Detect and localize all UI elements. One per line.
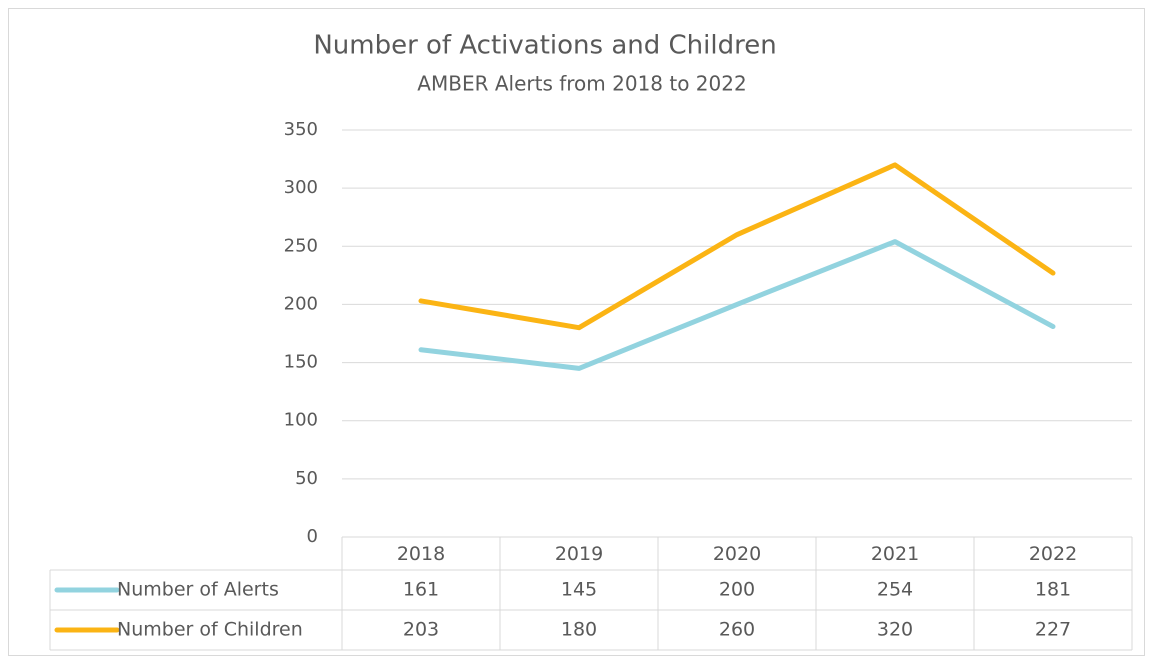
x-tick-label: 2022 bbox=[1029, 543, 1077, 565]
y-tick-label: 250 bbox=[284, 235, 318, 256]
table-value: 203 bbox=[403, 619, 439, 641]
table-value: 145 bbox=[561, 579, 597, 601]
legend-label: Number of Children bbox=[117, 619, 303, 641]
table-value: 161 bbox=[403, 579, 439, 601]
legend-label: Number of Alerts bbox=[117, 579, 279, 601]
y-tick-label: 350 bbox=[284, 119, 318, 140]
x-tick-label: 2018 bbox=[397, 543, 445, 565]
series-line bbox=[418, 239, 1056, 371]
chart-border bbox=[8, 8, 1145, 656]
y-tick-label: 50 bbox=[295, 468, 318, 489]
chart-title: Number of Activations and Children bbox=[313, 31, 776, 61]
table-value: 200 bbox=[719, 579, 755, 601]
table-value: 180 bbox=[561, 619, 597, 641]
table-value: 227 bbox=[1035, 619, 1071, 641]
x-tick-label: 2019 bbox=[555, 543, 603, 565]
y-tick-label: 100 bbox=[284, 410, 318, 431]
table-value: 260 bbox=[719, 619, 755, 641]
table-value: 254 bbox=[877, 579, 913, 601]
y-tick-label: 300 bbox=[284, 177, 318, 198]
x-tick-label: 2020 bbox=[713, 543, 761, 565]
y-tick-label: 0 bbox=[307, 526, 318, 547]
table-value: 320 bbox=[877, 619, 913, 641]
chart-subtitle: AMBER Alerts from 2018 to 2022 bbox=[417, 72, 746, 96]
y-tick-label: 200 bbox=[284, 293, 318, 314]
table-value: 181 bbox=[1035, 579, 1071, 601]
x-tick-label: 2021 bbox=[871, 543, 919, 565]
series-line bbox=[418, 162, 1056, 331]
y-tick-label: 150 bbox=[284, 352, 318, 373]
